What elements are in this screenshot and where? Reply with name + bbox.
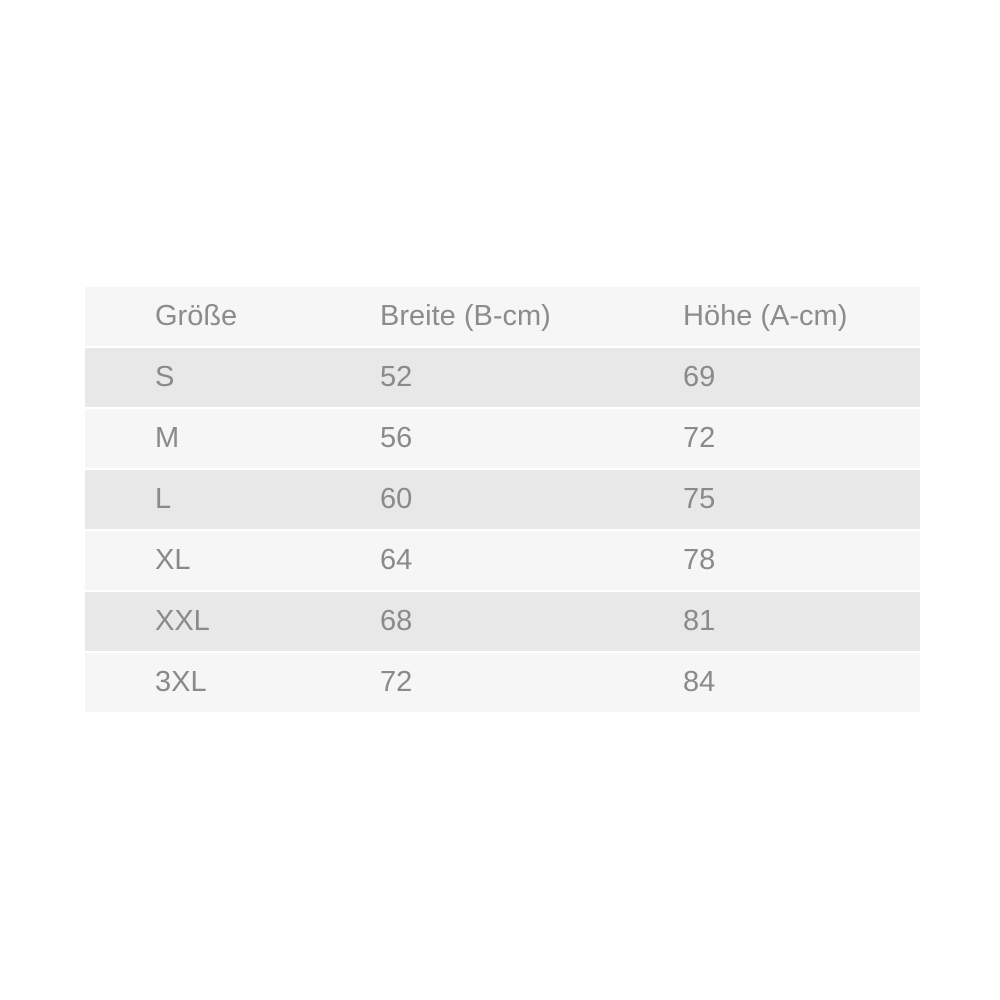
column-header-height: Höhe (A-cm) xyxy=(613,287,920,348)
height-cell: 78 xyxy=(613,531,920,592)
width-cell: 60 xyxy=(310,470,613,531)
column-header-size: Größe xyxy=(85,287,310,348)
table-row: XL 64 78 xyxy=(85,531,920,592)
width-cell: 72 xyxy=(310,653,613,712)
height-cell: 75 xyxy=(613,470,920,531)
height-cell: 84 xyxy=(613,653,920,712)
width-cell: 56 xyxy=(310,409,613,470)
width-cell: 64 xyxy=(310,531,613,592)
table-row: S 52 69 xyxy=(85,348,920,409)
width-cell: 68 xyxy=(310,592,613,653)
width-cell: 52 xyxy=(310,348,613,409)
size-cell: XL xyxy=(85,531,310,592)
size-chart-table: Größe Breite (B-cm) Höhe (A-cm) S 52 69 … xyxy=(85,287,920,712)
column-header-width: Breite (B-cm) xyxy=(310,287,613,348)
size-cell: 3XL xyxy=(85,653,310,712)
size-cell: S xyxy=(85,348,310,409)
table-row: L 60 75 xyxy=(85,470,920,531)
header-row: Größe Breite (B-cm) Höhe (A-cm) xyxy=(85,287,920,348)
table-row: XXL 68 81 xyxy=(85,592,920,653)
size-cell: XXL xyxy=(85,592,310,653)
table-row: M 56 72 xyxy=(85,409,920,470)
size-cell: M xyxy=(85,409,310,470)
height-cell: 72 xyxy=(613,409,920,470)
size-cell: L xyxy=(85,470,310,531)
size-chart: Größe Breite (B-cm) Höhe (A-cm) S 52 69 … xyxy=(85,287,920,712)
table-row: 3XL 72 84 xyxy=(85,653,920,712)
height-cell: 69 xyxy=(613,348,920,409)
height-cell: 81 xyxy=(613,592,920,653)
